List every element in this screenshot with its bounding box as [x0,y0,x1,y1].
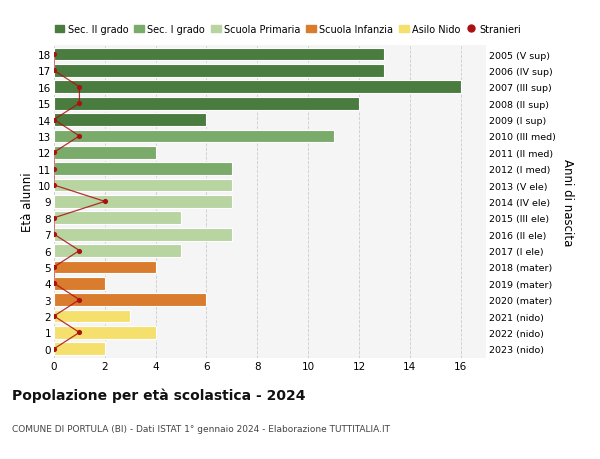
Point [49,182,59,189]
Point [49,280,59,287]
Bar [54,294,206,306]
Bar [54,65,385,78]
Point [100,198,110,206]
Point [49,117,59,124]
Bar [54,261,155,274]
Bar [54,310,130,323]
Bar [54,81,461,94]
Bar [54,277,105,290]
Y-axis label: Età alunni: Età alunni [21,172,34,232]
Bar [54,179,232,192]
Point [49,313,59,320]
Point [49,51,59,59]
Bar [54,98,359,110]
Point [49,149,59,157]
Text: COMUNE DI PORTULA (BI) - Dati ISTAT 1° gennaio 2024 - Elaborazione TUTTITALIA.IT: COMUNE DI PORTULA (BI) - Dati ISTAT 1° g… [12,425,390,434]
Bar [54,146,155,159]
Y-axis label: Anni di nascita: Anni di nascita [561,158,574,246]
Point [74,247,84,255]
Point [49,67,59,75]
Bar [54,130,334,143]
Point [49,345,59,353]
Bar [54,49,385,61]
Point [49,215,59,222]
Bar [54,228,232,241]
Bar [54,114,206,127]
Text: Popolazione per età scolastica - 2024: Popolazione per età scolastica - 2024 [12,388,305,403]
Point [49,263,59,271]
Point [49,166,59,173]
Bar [54,326,155,339]
Point [74,84,84,91]
Point [74,133,84,140]
Bar [54,196,232,208]
Bar [54,245,181,257]
Bar [54,212,181,224]
Legend: Sec. II grado, Sec. I grado, Scuola Primaria, Scuola Infanzia, Asilo Nido, Stran: Sec. II grado, Sec. I grado, Scuola Prim… [55,25,521,35]
Point [74,297,84,304]
Point [49,231,59,238]
Point [74,329,84,336]
Bar [54,163,232,176]
Point [74,100,84,107]
Bar [54,343,105,355]
